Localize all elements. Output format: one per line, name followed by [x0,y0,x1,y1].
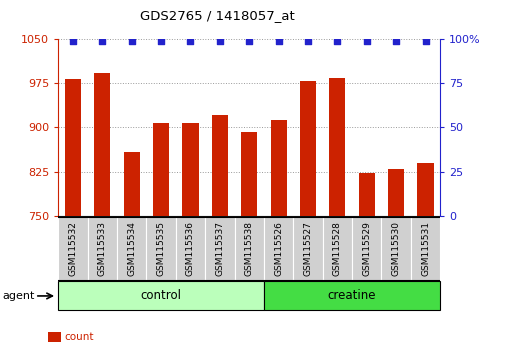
FancyBboxPatch shape [175,217,205,280]
Text: GDS2765 / 1418057_at: GDS2765 / 1418057_at [140,9,294,22]
Text: agent: agent [3,291,35,301]
Point [421,38,429,44]
Text: GSM115537: GSM115537 [215,221,224,276]
Text: GSM115527: GSM115527 [303,221,312,276]
Point [391,38,399,44]
FancyBboxPatch shape [146,217,175,280]
Text: GSM115535: GSM115535 [156,221,165,276]
FancyBboxPatch shape [205,217,234,280]
Text: GSM115538: GSM115538 [244,221,253,276]
Text: GSM115526: GSM115526 [274,221,282,276]
Text: GSM115530: GSM115530 [391,221,400,276]
Bar [211,115,227,216]
Point [362,38,370,44]
FancyBboxPatch shape [117,217,146,280]
FancyBboxPatch shape [351,217,381,280]
FancyBboxPatch shape [381,217,410,280]
Bar [417,163,433,216]
FancyBboxPatch shape [410,217,439,280]
Point [333,38,341,44]
Bar [387,169,403,216]
Text: GSM115533: GSM115533 [97,221,107,276]
Text: control: control [140,290,181,302]
Text: GSM115528: GSM115528 [332,221,341,276]
Bar [241,132,257,216]
FancyBboxPatch shape [58,281,264,310]
Bar [182,123,198,216]
Point [215,38,223,44]
Text: count: count [64,332,93,342]
Bar [358,173,374,216]
Bar [153,123,169,216]
Point [98,38,106,44]
Point [186,38,194,44]
Text: GSM115531: GSM115531 [420,221,429,276]
Point [127,38,135,44]
FancyBboxPatch shape [322,217,351,280]
FancyBboxPatch shape [264,217,293,280]
FancyBboxPatch shape [264,281,439,310]
Bar [94,73,110,216]
Point [69,38,77,44]
Text: GSM115529: GSM115529 [362,221,371,276]
Text: creatine: creatine [327,290,376,302]
Point [274,38,282,44]
Text: GSM115532: GSM115532 [68,221,77,276]
FancyBboxPatch shape [58,217,87,280]
Bar [329,78,345,216]
Point [245,38,253,44]
FancyBboxPatch shape [87,217,117,280]
Bar [299,81,316,216]
Bar [65,79,81,216]
Point [157,38,165,44]
Bar [270,120,286,216]
Point [304,38,312,44]
FancyBboxPatch shape [234,217,264,280]
Bar [123,152,139,216]
Text: GSM115536: GSM115536 [185,221,194,276]
Text: GSM115534: GSM115534 [127,221,136,276]
FancyBboxPatch shape [293,217,322,280]
